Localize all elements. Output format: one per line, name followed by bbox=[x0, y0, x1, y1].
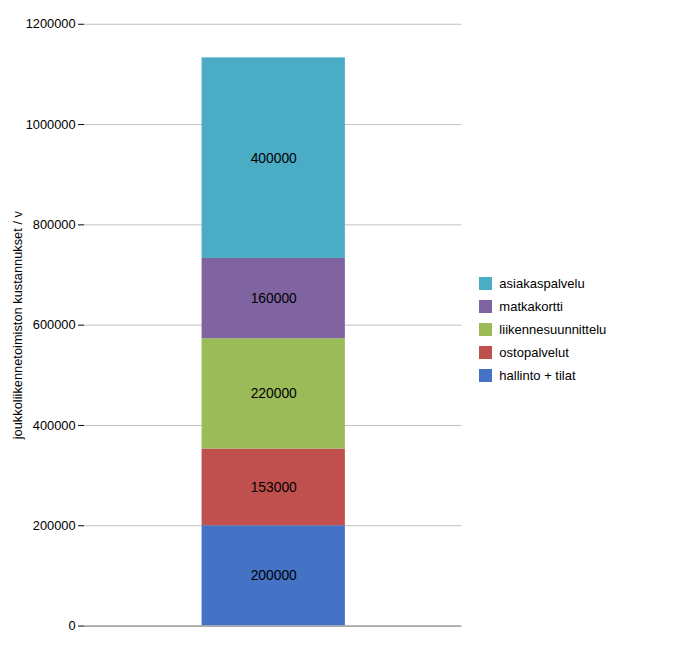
html-text:hallinto + tilat: hallinto + tilat bbox=[499, 368, 576, 383]
svg-text:200000: 200000 bbox=[33, 518, 76, 533]
svg-text:400000: 400000 bbox=[33, 417, 76, 432]
svg-text:400000: 400000 bbox=[251, 149, 297, 165]
html-text:asiakaspalvelu: asiakaspalvelu bbox=[499, 276, 585, 291]
svg-text:1200000: 1200000 bbox=[26, 16, 76, 31]
svg-text:0: 0 bbox=[68, 618, 75, 633]
html-text:ostopalvelut: ostopalvelut bbox=[499, 345, 569, 360]
html-text:matkakortti: matkakortti bbox=[499, 299, 563, 314]
svg-text:joukkoliikennetoimiston kustan: joukkoliikennetoimiston kustannukset / v bbox=[10, 210, 25, 440]
svg-text:160000: 160000 bbox=[251, 290, 297, 306]
svg-text:1000000: 1000000 bbox=[26, 117, 76, 132]
svg-text:600000: 600000 bbox=[33, 317, 76, 332]
svg-text:220000: 220000 bbox=[251, 385, 297, 401]
html-text:liikennesuunnittelu: liikennesuunnittelu bbox=[499, 322, 607, 337]
svg-text:153000: 153000 bbox=[251, 479, 297, 495]
svg-text:200000: 200000 bbox=[251, 567, 297, 583]
svg-text:800000: 800000 bbox=[33, 217, 76, 232]
